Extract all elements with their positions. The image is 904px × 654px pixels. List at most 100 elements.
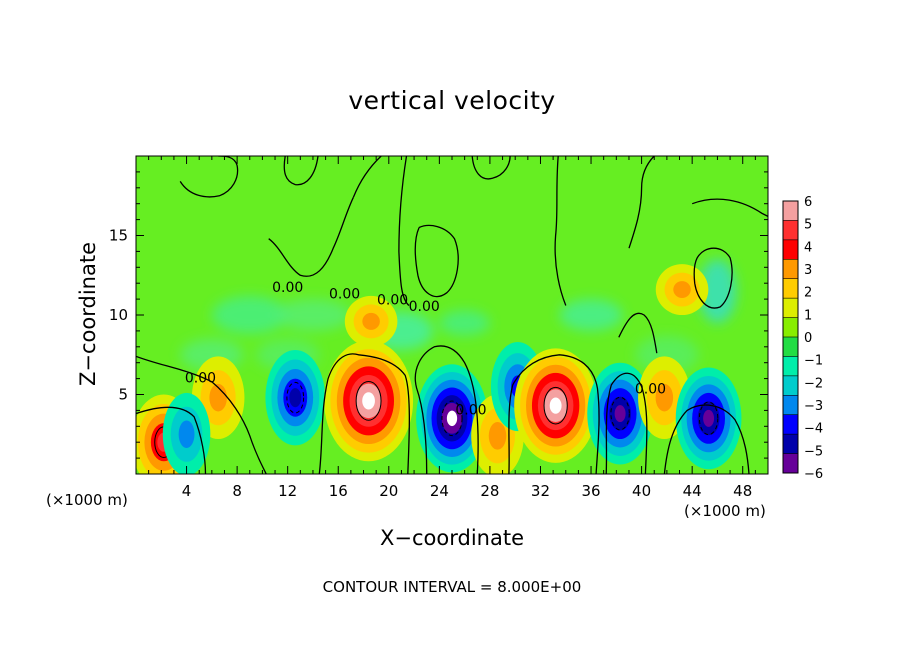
colorbar-label: −2: [804, 376, 823, 391]
field-level-2: [362, 312, 380, 330]
contour-interval-note: CONTOUR INTERVAL = 8.000E+00: [322, 578, 582, 596]
contour-label-5: 0.00: [455, 402, 486, 418]
colorbar-label: −4: [804, 422, 823, 437]
field-feature-13: [675, 367, 742, 470]
x-axis: 4 8 12 16 20 24 28 32 36 40 44 48: [148, 156, 756, 500]
zero-contour-14: [283, 156, 319, 186]
colorbar-label: 0: [804, 331, 812, 346]
x-tick-label: 20: [379, 482, 398, 500]
colorbar-label: −6: [804, 467, 823, 482]
contour-label-0: 0.00: [272, 280, 303, 296]
colorbar-swatch-8: [783, 356, 798, 377]
zero-contour-12: [691, 198, 768, 217]
contour-label-2: 0.00: [377, 293, 408, 309]
x-unit-left: (×1000 m): [46, 491, 128, 509]
field-level-6: [446, 410, 458, 427]
field-level-2: [178, 420, 195, 449]
colorbar-label: −1: [804, 354, 823, 369]
colorbar-swatch-6: [783, 317, 798, 338]
field-level-5: [703, 409, 715, 427]
colorbar-swatch-1: [783, 220, 798, 241]
zero-contour-13: [179, 156, 239, 198]
zero-contour-15: [471, 156, 511, 180]
x-tick-label: 44: [683, 482, 702, 500]
colorbar-swatch-3: [783, 259, 798, 280]
colorbar-swatch-13: [783, 453, 798, 474]
field-level-2: [488, 422, 507, 450]
field-feature-1: [191, 356, 245, 440]
colorbar-swatch-5: [783, 298, 798, 319]
field-peak-contour: [355, 381, 382, 421]
x-tick-label: 36: [581, 482, 600, 500]
colorbar-swatch-4: [783, 278, 798, 299]
x-tick-label: 40: [632, 482, 651, 500]
y-axis-label: Z−coordinate: [76, 242, 100, 386]
colorbar-swatch-7: [783, 337, 798, 357]
colorbar-label: 5: [804, 218, 812, 233]
zero-contour-5: [605, 372, 648, 474]
field-peak-contour: [286, 381, 305, 414]
colorbar-label: 6: [804, 195, 812, 210]
colorbar-label: −5: [804, 444, 823, 459]
colorbar-swatch-11: [783, 414, 798, 435]
colorbar-frame: [782, 200, 799, 474]
x-axis-label: X−coordinate: [380, 526, 524, 550]
field-shading: [180, 259, 737, 374]
zero-contour-4: [508, 354, 600, 474]
zero-contour-6: [663, 404, 750, 474]
contour-label-4: 0.00: [185, 371, 216, 387]
y-tick-label: 10: [109, 306, 128, 324]
field-feature-6: [416, 364, 488, 473]
x-tick-label: 8: [232, 482, 242, 500]
x-tick-label: 12: [278, 482, 297, 500]
contour-label-6: 0.00: [635, 382, 666, 398]
colorbar: 6 5 4 3 2 1 0 −1 −2 −3 −4 −5 −6: [782, 195, 823, 482]
colorbar-label: 2: [804, 286, 812, 301]
field-feature-9: [514, 348, 598, 463]
field-level-5: [614, 405, 626, 423]
field-level-4: [289, 388, 302, 408]
colorbar-swatch-0: [783, 201, 798, 221]
field-feature-12: [655, 264, 709, 315]
zero-contour-1: [136, 406, 207, 474]
field-level-2: [655, 383, 674, 412]
field-peak-contour: [698, 401, 719, 436]
field-level-6: [549, 397, 562, 414]
colorbar-swatch-2: [783, 239, 798, 260]
x-tick-label: 48: [733, 482, 752, 500]
zero-contour-17: [628, 156, 655, 249]
field-peak-contour: [543, 386, 568, 425]
x-tick-label: 4: [182, 482, 192, 500]
field-feature-4: [324, 340, 414, 462]
y-tick-label: 15: [109, 227, 128, 245]
zero-contour-11: [554, 156, 567, 306]
x-unit-right: (×1000 m): [684, 502, 766, 520]
contour-label-3: 0.00: [409, 299, 440, 315]
field-peak-contour: [441, 400, 463, 437]
zero-contour-0: [136, 355, 267, 474]
field-level-6: [362, 392, 375, 410]
zero-contour-8: [352, 156, 382, 198]
x-tick-label: 32: [531, 482, 550, 500]
colorbar-label: 1: [804, 308, 812, 323]
x-tick-label: 16: [329, 482, 348, 500]
zero-contour-10: [414, 224, 459, 298]
velocity-field: [136, 156, 768, 474]
x-tick-label: 24: [430, 482, 449, 500]
zero-contour-9: [398, 156, 410, 306]
zero-contour-2: [318, 353, 410, 474]
colorbar-swatch-10: [783, 395, 798, 416]
contour-labels: 0.00 0.00 0.00 0.000.000.000.00: [185, 280, 666, 418]
y-axis: 5 10 15: [109, 171, 768, 459]
chart-title: vertical velocity: [348, 86, 556, 115]
field-feature-5: [344, 295, 398, 347]
colorbar-swatch-12: [783, 434, 798, 455]
field-level-2: [673, 281, 691, 299]
field-peak-contour: [610, 396, 630, 431]
field-feature-3: [265, 349, 326, 446]
y-tick-label: 5: [118, 386, 128, 404]
colorbar-label: −3: [804, 399, 823, 414]
zero-contour-18: [618, 312, 658, 354]
colorbar-label: 3: [804, 263, 812, 278]
